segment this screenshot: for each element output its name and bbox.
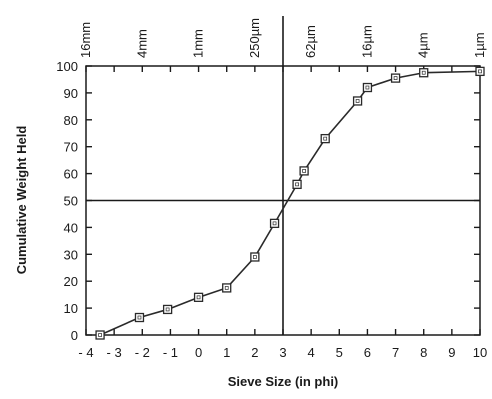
data-point — [134, 312, 145, 323]
data-point-inner — [165, 307, 170, 312]
top-axis-label: 16µm — [359, 25, 374, 58]
data-point-inner — [253, 255, 257, 259]
x-tick-label: 8 — [420, 345, 427, 360]
data-point — [269, 218, 280, 229]
y-tick-label: 30 — [64, 247, 78, 262]
data-point-inner — [137, 315, 142, 320]
x-tick-label: - 2 — [135, 345, 150, 360]
x-tick-label: 0 — [195, 345, 202, 360]
data-point — [250, 252, 260, 262]
series-layer — [95, 66, 485, 340]
data-point — [292, 179, 302, 190]
y-tick-label: 90 — [64, 86, 78, 101]
data-point-inner — [98, 333, 102, 337]
x-axis-title: Sieve Size (in phi) — [228, 374, 339, 389]
reference-lines — [86, 16, 480, 335]
top-axis-label: 1µm — [472, 32, 487, 58]
data-point-inner — [302, 169, 306, 173]
x-tick-label: - 3 — [107, 345, 122, 360]
top-axis-label: 1mm — [191, 29, 206, 58]
top-axis-label: 16mm — [78, 22, 93, 58]
top-axis-label: 4mm — [134, 29, 149, 58]
data-point-inner — [196, 295, 201, 300]
data-point — [352, 96, 363, 106]
y-tick-label: 100 — [56, 59, 78, 74]
data-point — [390, 73, 401, 83]
y-tick-label: 70 — [64, 140, 78, 155]
top-axis-label: 62µm — [303, 25, 318, 58]
series-line — [99, 70, 481, 336]
x-tick-label: 5 — [336, 345, 343, 360]
data-point — [95, 330, 105, 340]
data-point — [193, 292, 204, 302]
top-axis-label: 4µm — [416, 32, 431, 58]
data-point-inner — [272, 221, 277, 226]
y-tick-label: 0 — [71, 328, 78, 343]
x-tick-label: 6 — [364, 345, 371, 360]
x-tick-label: 7 — [392, 345, 399, 360]
data-point-inner — [355, 99, 360, 103]
data-point-inner — [295, 182, 299, 187]
labels-layer: - 4- 3- 2- 1 0 1 2 3 4 5 6 7 8 9 100102030405060708… — [56, 18, 487, 360]
data-point — [419, 68, 429, 78]
y-tick-label: 20 — [64, 274, 78, 289]
data-point-inner — [393, 76, 398, 80]
x-tick-label: 10 — [473, 345, 487, 360]
data-point — [475, 66, 485, 77]
data-point — [362, 82, 373, 93]
y-tick-label: 40 — [64, 220, 78, 235]
data-point-inner — [323, 136, 328, 141]
y-tick-label: 10 — [64, 301, 78, 316]
y-tick-label: 60 — [64, 167, 78, 182]
ticks-layer — [85, 65, 481, 336]
data-point-inner — [478, 69, 482, 74]
data-point — [162, 304, 173, 315]
x-tick-label: 4 — [308, 345, 315, 360]
x-tick-label: 1 — [223, 345, 230, 360]
y-tick-label: 80 — [64, 113, 78, 128]
data-point-inner — [365, 85, 370, 90]
x-tick-label: 2 — [251, 345, 258, 360]
x-tick-label: - 1 — [163, 345, 178, 360]
data-point-inner — [421, 70, 426, 75]
data-point — [222, 283, 232, 293]
x-tick-label: - 4 — [78, 345, 93, 360]
x-tick-label: 3 — [279, 345, 286, 360]
data-point — [299, 166, 309, 176]
data-point — [320, 133, 330, 144]
y-tick-label: 50 — [64, 194, 78, 209]
data-point-inner — [224, 286, 229, 290]
top-axis-label: 250µm — [247, 18, 262, 58]
y-axis-title: Cumulative Weight Held — [14, 126, 29, 275]
x-tick-label: 9 — [448, 345, 455, 360]
